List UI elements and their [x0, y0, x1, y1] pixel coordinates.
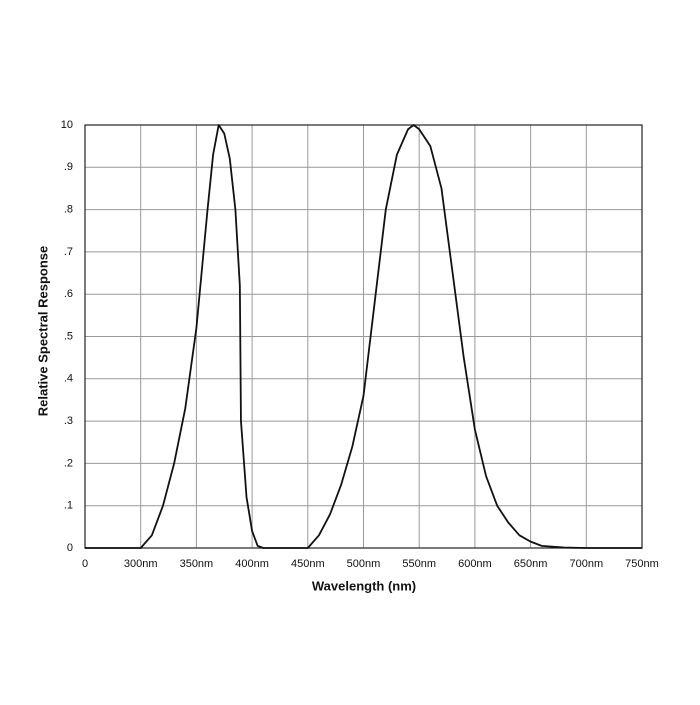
- y-axis-label: Relative Spectral Response: [35, 246, 50, 417]
- y-tick-label: .8: [64, 204, 73, 216]
- y-tick-label: .1: [64, 500, 73, 512]
- y-tick-label: .7: [64, 246, 73, 258]
- y-tick-label: .2: [64, 457, 73, 469]
- x-tick-label: 550nm: [402, 558, 436, 570]
- y-tick-label: .3: [64, 415, 73, 427]
- x-tick-label: 350nm: [180, 558, 214, 570]
- y-tick-label: 10: [61, 119, 73, 131]
- y-tick-label: .9: [64, 161, 73, 173]
- x-tick-label: 0: [82, 558, 88, 570]
- y-tick-label: .6: [64, 288, 73, 300]
- y-tick-label: .5: [64, 330, 73, 342]
- x-tick-label: 450nm: [291, 558, 325, 570]
- line: [85, 124, 642, 549]
- x-axis-label: Wavelength (nm): [312, 578, 416, 593]
- x-tick-label: 300nm: [124, 558, 158, 570]
- x-tick-label: 700nm: [569, 558, 603, 570]
- plot-frame: [84, 124, 643, 549]
- x-tick-label: 650nm: [514, 558, 548, 570]
- x-tick-label: 400nm: [235, 558, 269, 570]
- y-tick-label: 0: [67, 542, 73, 554]
- y-tick-label: .4: [64, 373, 73, 385]
- x-tick-label: 750nm: [625, 558, 659, 570]
- x-tick-label: 600nm: [458, 558, 492, 570]
- x-tick-label: 500nm: [347, 558, 381, 570]
